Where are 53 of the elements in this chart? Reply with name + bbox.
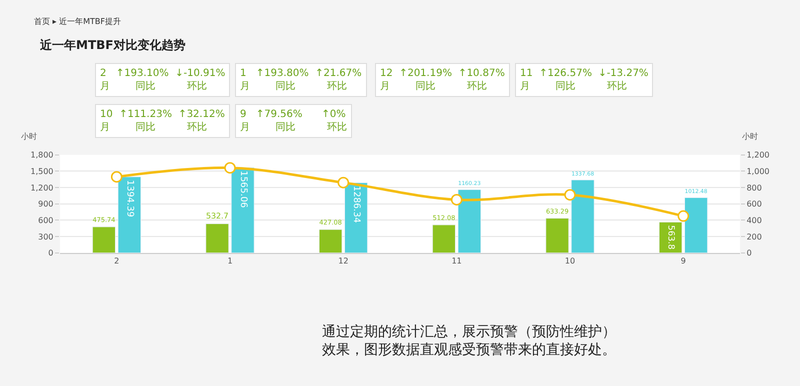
text: 通过定期的统计汇总，展示预警（预防性维护） xyxy=(322,324,616,340)
bar xyxy=(571,180,594,253)
y2-tick-label: 600 xyxy=(746,200,762,209)
bar xyxy=(319,229,342,253)
text: 12 ↑201.19% ↑10.87% 月 同比 环比 xyxy=(380,68,505,92)
x-tick-label: 1 xyxy=(227,256,233,266)
point xyxy=(338,176,350,188)
point xyxy=(678,210,690,222)
y-axis-title: 小时 xyxy=(21,132,37,141)
text: 效果，图形数据直观感受预警带来的直接好处。 xyxy=(322,342,616,358)
chart-title: 近一年MTBF对比变化趋势 xyxy=(39,38,186,52)
data-label: 563.8 xyxy=(666,225,676,250)
text: 10 ↑111.23% ↑32.12% 月 同比 环比 xyxy=(100,109,225,133)
bar xyxy=(92,226,116,253)
y2-tick-label: 1,000 xyxy=(746,166,770,176)
text: 1 ↑193.80% ↑21.67% 月 同比 环比 xyxy=(240,68,362,92)
bar xyxy=(458,189,481,253)
text: 9 ↑79.56% ↑0% 月 同比 环比 xyxy=(240,109,348,133)
data-label: 532.7 xyxy=(206,211,229,220)
y2-axis-title: 小时 xyxy=(742,132,758,141)
bar xyxy=(432,224,456,253)
text: 2 ↑193.10% ↓-10.91% 月 同比 环比 xyxy=(100,68,226,92)
data-label: 1394.39 xyxy=(124,180,134,218)
x-tick-label: 11 xyxy=(452,256,462,266)
point xyxy=(564,189,576,201)
y-tick-label: 1,800 xyxy=(30,150,54,160)
bar xyxy=(118,176,141,253)
x-tick-label: 10 xyxy=(564,256,576,266)
bar xyxy=(231,167,254,253)
y2-tick-label: 800 xyxy=(746,183,762,192)
y2-tick-label: 1,200 xyxy=(746,150,770,160)
bar xyxy=(684,197,708,253)
data-label: 1286.34 xyxy=(351,186,362,224)
y2-tick-label: 200 xyxy=(746,232,762,242)
y-tick-label: 1,200 xyxy=(30,183,54,192)
point xyxy=(224,162,236,174)
y-tick-label: 300 xyxy=(38,232,54,242)
y-tick-label: 0 xyxy=(48,248,54,258)
y-tick-label: 1,500 xyxy=(30,166,54,176)
x-tick-label: 12 xyxy=(338,256,348,266)
data-label: 1565.06 xyxy=(238,170,248,208)
y2-tick-label: 400 xyxy=(746,216,762,225)
text: 11 ↑126.57% ↓-13.27% 月 同比 环比 xyxy=(520,68,648,92)
bar xyxy=(206,224,229,253)
bar xyxy=(546,218,569,253)
x-tick-label: 2 xyxy=(114,256,120,266)
point xyxy=(110,171,122,183)
y-tick-label: 900 xyxy=(38,200,54,209)
point xyxy=(450,194,462,206)
x-tick-label: 9 xyxy=(680,256,686,266)
y-tick-label: 600 xyxy=(38,216,54,225)
y2-tick-label: 0 xyxy=(746,248,752,258)
text: 首页 ▸ 近一年MTBF提升 xyxy=(34,17,121,26)
